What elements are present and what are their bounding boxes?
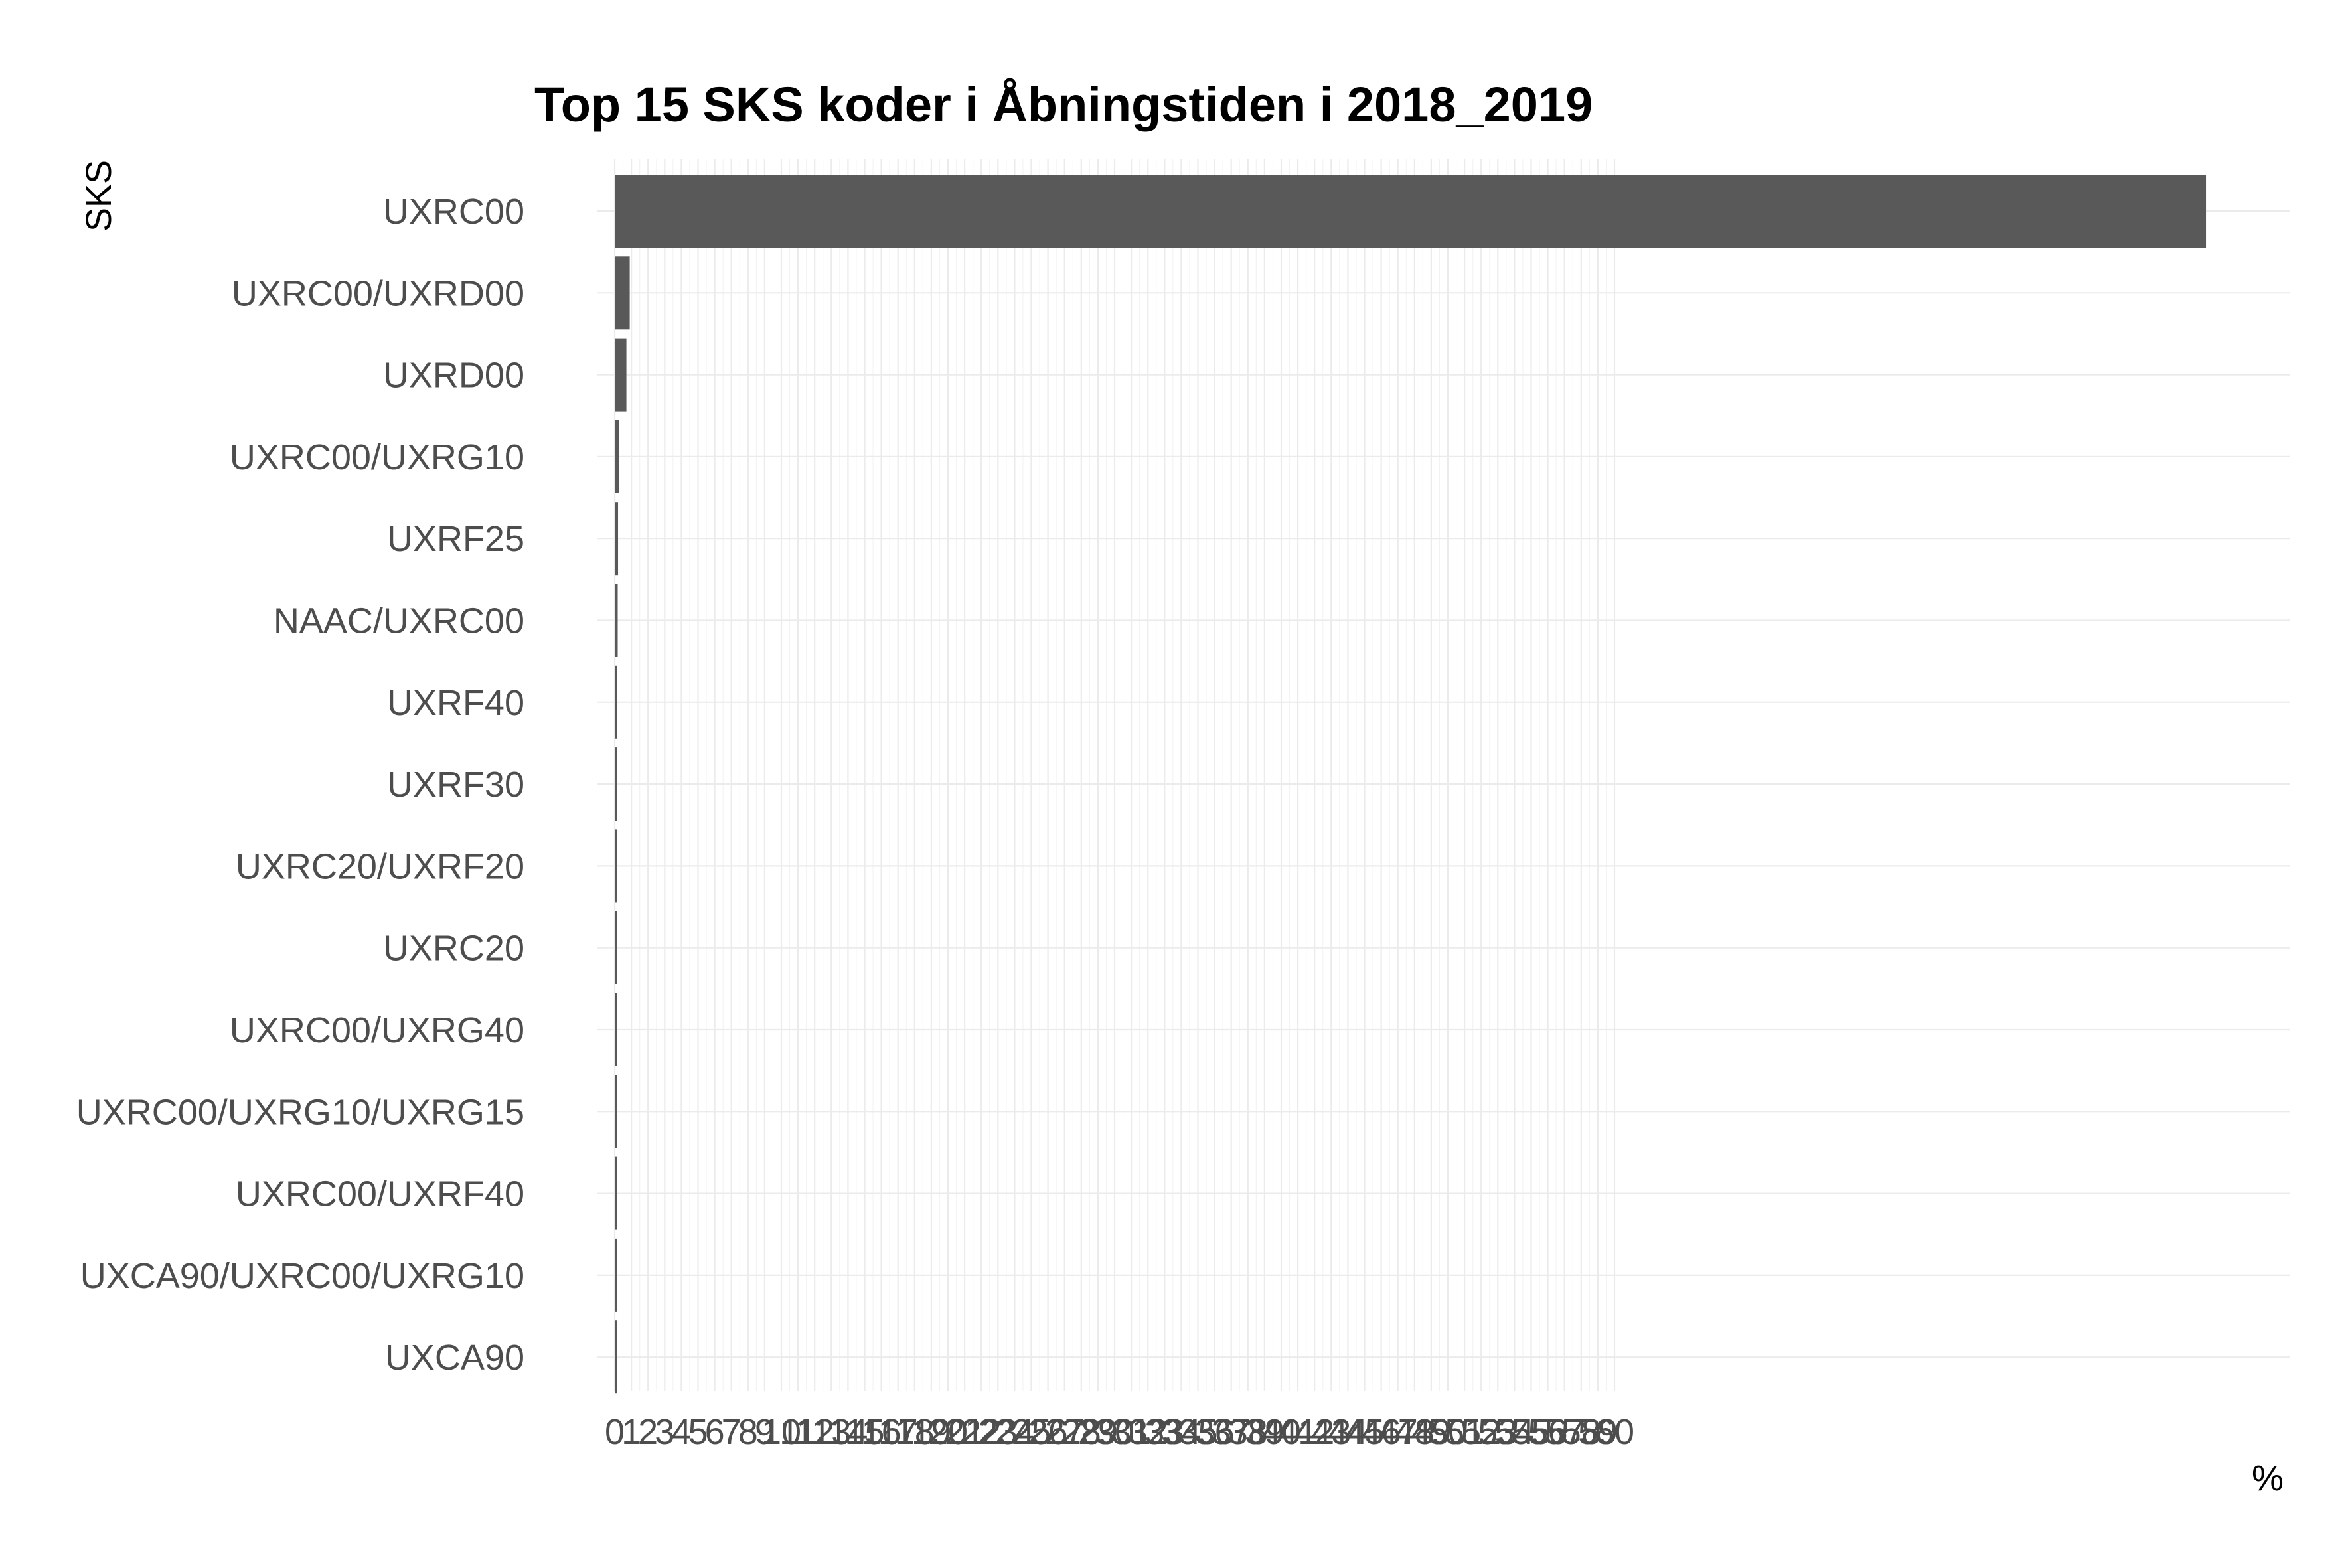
x-tick-label: 47	[1378, 1412, 1418, 1452]
x-tick-label: 55	[1511, 1412, 1551, 1452]
bar	[615, 993, 617, 1066]
x-tick-label: 17	[878, 1412, 918, 1452]
x-tick-label: 15	[844, 1412, 884, 1452]
bar	[615, 1238, 617, 1312]
x-tick-label: 14	[828, 1412, 868, 1452]
x-tick-label: 2	[638, 1412, 658, 1452]
bar	[615, 175, 2207, 248]
x-tick-label: 44	[1328, 1412, 1368, 1452]
y-tick-label: UXRC20/UXRF20	[236, 846, 524, 886]
x-tick-label: 40	[1261, 1412, 1301, 1452]
bar	[615, 584, 618, 657]
x-tick-label: 53	[1478, 1412, 1518, 1452]
y-tick-labels: UXRC00 UXRC00/UXRD00 UXRD00 UXRC00/UXRG10 UX…	[76, 192, 524, 1377]
x-tick-label: 33	[1144, 1412, 1184, 1452]
x-tick-label: 35	[1178, 1412, 1217, 1452]
x-tick-label: 49	[1411, 1412, 1451, 1452]
y-tick-label: UXRD00	[383, 356, 524, 396]
x-tick-label: 41	[1278, 1412, 1318, 1452]
y-tick-label: UXRF40	[387, 683, 524, 723]
x-tick-label: 20	[928, 1412, 968, 1452]
x-tick-label: 43	[1311, 1412, 1351, 1452]
x-tick-label: 27	[1045, 1412, 1085, 1452]
x-tick-label: 57	[1545, 1412, 1585, 1452]
x-tick-label: 10	[761, 1412, 801, 1452]
bar	[615, 665, 617, 739]
x-tick-label: 24	[994, 1412, 1034, 1452]
bar	[615, 911, 617, 984]
chart-title: Top 15 SKS koder i Åbningstiden i 2018_2…	[534, 77, 1593, 132]
x-tick-label: 32	[1128, 1412, 1168, 1452]
bar	[615, 829, 617, 903]
x-tick-label: 8	[738, 1412, 758, 1452]
bar	[615, 502, 619, 576]
x-tick-label: 45	[1344, 1412, 1384, 1452]
x-tick-label: 4	[671, 1412, 691, 1452]
x-tick-label: 7	[722, 1412, 742, 1452]
y-tick-label: UXRC00/UXRG10/UXRG15	[76, 1092, 524, 1132]
x-tick-label: 21	[945, 1412, 984, 1452]
x-tick-label: 16	[862, 1412, 902, 1452]
y-axis-title: SKS	[79, 160, 119, 232]
grid	[597, 159, 2290, 1391]
bar	[615, 747, 617, 821]
x-tick-label: 60	[1595, 1412, 1634, 1452]
x-tick-label: 29	[1078, 1412, 1118, 1452]
x-tick-label: 56	[1528, 1412, 1568, 1452]
bar	[615, 1075, 617, 1148]
y-tick-label: UXRF25	[387, 519, 524, 559]
x-tick-label: 1	[621, 1412, 641, 1452]
y-tick-label: UXRC00	[383, 192, 524, 232]
y-tick-label: NAAC/UXRC00	[274, 601, 524, 641]
x-tick-label: 54	[1494, 1412, 1534, 1452]
x-tick-label: 28	[1061, 1412, 1101, 1452]
x-tick-label: 23	[978, 1412, 1018, 1452]
x-tick-label: 26	[1028, 1412, 1068, 1452]
x-tick-labels: 0123456789101112131415161718192021222324…	[605, 1412, 1634, 1452]
x-tick-label: 34	[1161, 1412, 1201, 1452]
x-tick-label: 6	[705, 1412, 725, 1452]
x-tick-label: 36	[1195, 1412, 1235, 1452]
x-tick-label: 59	[1578, 1412, 1618, 1452]
x-tick-label: 58	[1561, 1412, 1601, 1452]
x-tick-label: 12	[795, 1412, 834, 1452]
y-tick-label: UXRC00/UXRG40	[230, 1010, 524, 1050]
x-tick-label: 38	[1228, 1412, 1268, 1452]
x-tick-label: 3	[655, 1412, 674, 1452]
x-tick-label: 31	[1111, 1412, 1151, 1452]
x-axis-title: %	[2252, 1458, 2284, 1498]
x-tick-label: 25	[1011, 1412, 1051, 1452]
x-tick-label: 37	[1212, 1412, 1251, 1452]
x-tick-label: 46	[1362, 1412, 1401, 1452]
x-tick-label: 52	[1461, 1412, 1501, 1452]
y-tick-label: UXRC20	[383, 929, 524, 969]
x-tick-label: 22	[961, 1412, 1001, 1452]
x-tick-label: 48	[1395, 1412, 1435, 1452]
y-tick-label: UXRC00/UXRF40	[236, 1174, 524, 1214]
bars	[615, 175, 2207, 1394]
y-tick-label: UXRF30	[387, 765, 524, 805]
x-tick-label: 50	[1428, 1412, 1468, 1452]
x-tick-label: 42	[1294, 1412, 1334, 1452]
bar	[615, 420, 619, 493]
x-tick-label: 0	[605, 1412, 625, 1452]
y-tick-label: UXCA90	[385, 1338, 524, 1377]
x-tick-label: 39	[1245, 1412, 1285, 1452]
x-tick-label: 19	[911, 1412, 951, 1452]
bar	[615, 1320, 617, 1394]
y-tick-label: UXRC00/UXRD00	[232, 274, 524, 313]
bar	[615, 1156, 617, 1230]
x-tick-label: 18	[895, 1412, 935, 1452]
bar	[615, 338, 627, 412]
bar	[615, 256, 630, 330]
x-tick-label: 13	[811, 1412, 851, 1452]
x-tick-label: 30	[1095, 1412, 1135, 1452]
x-tick-label: 9	[755, 1412, 775, 1452]
x-tick-label: 5	[688, 1412, 708, 1452]
y-tick-label: UXCA90/UXRC00/UXRG10	[80, 1256, 524, 1296]
x-tick-label: 51	[1445, 1412, 1484, 1452]
x-tick-label: 11	[779, 1412, 817, 1452]
y-tick-label: UXRC00/UXRG10	[230, 437, 524, 477]
